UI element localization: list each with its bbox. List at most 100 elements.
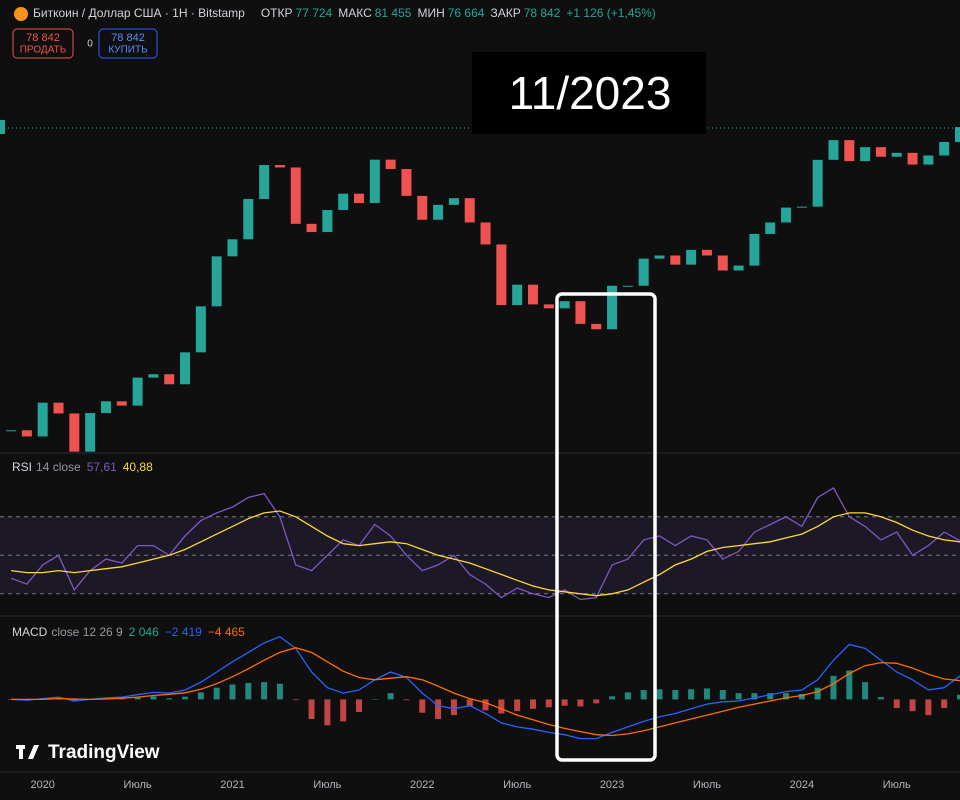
candle <box>116 401 127 406</box>
macd-hist-bar <box>877 697 884 700</box>
candle <box>322 210 333 233</box>
symbol-title: Биткоин / Доллар США · 1Н · Bitstamp <box>33 6 245 20</box>
macd-hist-bar <box>925 699 932 716</box>
annotation-box <box>472 52 706 134</box>
highlight-box <box>555 292 657 762</box>
macd-hist-bar <box>719 690 726 700</box>
x-tick-label: 2023 <box>600 779 624 791</box>
candle <box>527 284 538 305</box>
macd-hist-bar <box>435 699 442 720</box>
candle <box>717 255 728 271</box>
candle <box>211 256 222 307</box>
pane-params: 14 close <box>36 460 81 474</box>
candle <box>828 140 839 160</box>
logo-mark <box>28 745 39 759</box>
ohlc-value: 81 455 <box>375 6 412 20</box>
x-tick-label: 2020 <box>30 779 54 791</box>
macd-hist-bar <box>529 699 536 709</box>
macd-hist-bar <box>450 699 457 716</box>
macd-hist-bar <box>8 699 15 700</box>
macd-hist-bar <box>545 699 552 708</box>
macd-hist-bar <box>846 670 853 700</box>
x-tick-label: Июль <box>313 779 341 791</box>
x-tick-label: Июль <box>693 779 721 791</box>
macd-hist-bar <box>783 693 790 700</box>
candle <box>195 306 206 353</box>
rsi-line <box>11 510 960 597</box>
candle <box>448 198 459 205</box>
macd-hist-bar <box>340 699 347 722</box>
candle <box>69 413 80 452</box>
candle <box>338 193 349 211</box>
candle <box>812 159 823 207</box>
ohlc-label: МАКС <box>338 6 372 20</box>
candle <box>512 284 523 306</box>
macd-hist-bar <box>893 699 900 709</box>
macd-hist-bar <box>561 699 568 706</box>
logo: TradingView <box>16 742 160 763</box>
candle <box>654 255 665 259</box>
ohlc-change: +1 126 (+1,45%) <box>566 6 655 20</box>
macd-hist-bar <box>830 675 837 700</box>
candle <box>6 430 17 432</box>
x-tick-label: Июль <box>503 779 531 791</box>
buy-label[interactable]: КУПИТЬ <box>108 45 148 56</box>
macd-hist-bar <box>166 698 173 700</box>
logo-text: TradingView <box>48 742 160 763</box>
candle <box>37 402 48 437</box>
candle <box>670 255 681 265</box>
macd-hist-bar <box>150 696 157 700</box>
candle <box>559 301 570 309</box>
candle <box>148 374 159 378</box>
coin-icon <box>14 7 28 21</box>
candle <box>923 155 934 165</box>
macd-hist-bar <box>767 693 774 700</box>
macd-hist-bar <box>798 693 805 700</box>
candle <box>464 198 475 223</box>
candle <box>354 193 365 204</box>
candle <box>543 304 554 309</box>
macd-hist-bar <box>814 687 821 700</box>
macd-hist-bar <box>640 690 647 700</box>
macd-hist-bar <box>498 699 505 714</box>
macd-hist-bar <box>245 682 252 700</box>
macd-hist-bar <box>182 696 189 700</box>
macd-hist-bar <box>941 699 948 709</box>
candle <box>21 430 32 437</box>
macd-hist-bar <box>688 689 695 700</box>
candle <box>496 244 507 306</box>
ohlc-value: 78 842 <box>524 6 561 20</box>
candle <box>259 165 270 200</box>
x-tick-label: Июль <box>124 779 152 791</box>
buy-price[interactable]: 78 842 <box>111 32 145 44</box>
x-tick-label: 2022 <box>410 779 434 791</box>
candle <box>306 223 317 233</box>
candle <box>749 233 760 266</box>
logo-mark <box>19 745 23 759</box>
ohlc-label: ЗАКР <box>490 6 520 20</box>
candle <box>622 285 633 287</box>
candle <box>796 206 807 208</box>
candle <box>891 152 902 157</box>
macd-hist-bar <box>672 690 679 700</box>
candle <box>575 301 586 324</box>
candle <box>781 207 792 223</box>
candle <box>132 377 143 406</box>
candle <box>844 140 855 162</box>
sell-button[interactable] <box>12 28 74 59</box>
macd-hist-bar <box>213 687 220 700</box>
candle <box>53 402 64 414</box>
candle <box>385 159 396 170</box>
candle <box>733 265 744 271</box>
macd-hist-bar <box>577 699 584 707</box>
macd-hist-bar <box>862 682 869 700</box>
ohlc-label: ОТКР <box>261 6 293 20</box>
buy-button[interactable] <box>98 28 158 59</box>
sell-label[interactable]: ПРОДАТЬ <box>20 45 67 56</box>
macd-hist-bar <box>609 696 616 700</box>
candle <box>401 169 412 196</box>
macd-hist-bar <box>229 684 236 700</box>
macd-hist-bar <box>703 688 710 700</box>
macd-hist-bar <box>371 699 378 700</box>
sell-price[interactable]: 78 842 <box>26 32 60 44</box>
